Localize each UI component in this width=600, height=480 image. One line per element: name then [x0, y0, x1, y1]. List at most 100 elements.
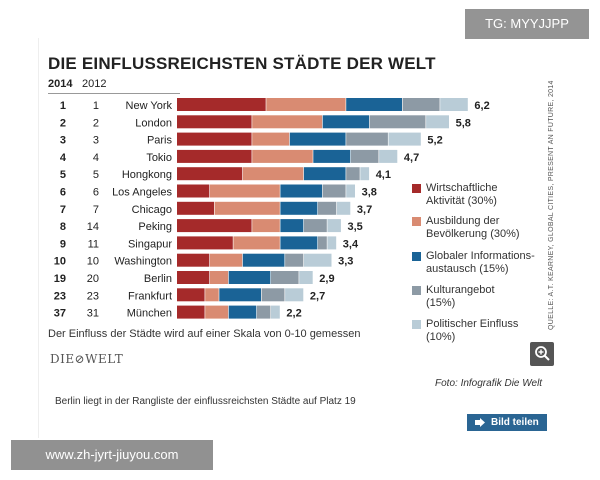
bar-segment [177, 184, 210, 198]
bar-segment [177, 115, 252, 129]
legend-swatch [412, 320, 421, 329]
bar-segment [440, 98, 468, 111]
rank-2014-label: 8 [60, 221, 66, 233]
city-label: Hongkong [122, 169, 172, 181]
share-button[interactable]: Bild teilen [467, 414, 547, 431]
bar-segment [233, 236, 280, 250]
bar-segment [209, 271, 229, 284]
bar-segment [242, 253, 285, 267]
zoom-in-icon [535, 346, 550, 361]
photo-credit: Foto: Infografik Die Welt [435, 378, 543, 389]
total-value-label: 4,7 [404, 152, 419, 164]
bar-segment [289, 132, 346, 146]
share-icon [475, 418, 485, 427]
total-value-label: 2,7 [310, 290, 325, 302]
bar-segment [346, 98, 402, 111]
city-label: München [127, 308, 172, 320]
header-divider [48, 93, 180, 94]
legend-label: austausch (15%) [426, 263, 509, 275]
bar-segment [285, 253, 304, 267]
rank-2014-label: 23 [54, 290, 66, 302]
bar-segment [228, 305, 257, 319]
bar-segment [266, 98, 346, 111]
rank-2012-label: 10 [87, 256, 99, 268]
city-label: Los Angeles [112, 187, 172, 199]
legend-label: Politischer Einfluss [426, 318, 519, 330]
bar-segment [280, 219, 304, 233]
rank-2014-label: 2 [60, 117, 66, 129]
bar-segment [280, 201, 318, 215]
rank-2014-label: 10 [54, 256, 66, 268]
legend-label: Kulturangebot [426, 284, 495, 296]
bar-segment [261, 288, 285, 302]
city-label: London [135, 117, 172, 129]
rank-2014-label: 1 [60, 100, 66, 112]
rank-2012-label: 3 [93, 135, 99, 147]
bar-segment [177, 149, 252, 163]
bar-segment [242, 167, 304, 181]
bar-segment [426, 115, 449, 129]
legend-label: Wirtschaftliche [426, 182, 498, 194]
bar-segment [252, 219, 280, 233]
bar-segment [350, 149, 379, 163]
bar-segment [177, 132, 252, 146]
rank-2012-label: 11 [88, 238, 99, 250]
city-label: Washington [114, 256, 172, 268]
total-value-label: 5,8 [456, 117, 471, 129]
rank-2014-label: 19 [54, 273, 66, 285]
bar-segment [271, 305, 280, 319]
total-value-label: 2,9 [319, 273, 334, 285]
rank-2014-label: 4 [60, 152, 67, 164]
bar-segment [322, 184, 346, 198]
city-label: Tokio [146, 152, 172, 164]
bar-segment [360, 167, 370, 181]
bar-segment [402, 98, 440, 111]
legend-label: Aktivität (30%) [426, 195, 497, 207]
legend-label: (10%) [426, 331, 456, 343]
rank-2012-label: 7 [93, 204, 99, 216]
total-value-label: 2,2 [286, 308, 301, 320]
bar-segment [280, 236, 318, 250]
total-value-label: 5,2 [427, 135, 442, 147]
legend-swatch [412, 217, 421, 226]
bar-segment [299, 271, 313, 284]
bar-segment [177, 253, 210, 267]
rank-2014-label: 6 [60, 187, 66, 199]
legend-label: Globaler Informations- [426, 250, 535, 262]
bar-segment [346, 167, 360, 181]
total-value-label: 3,8 [362, 187, 377, 199]
chart-title: DIE EINFLUSSREICHSTEN STÄDTE DER WELT [48, 54, 436, 73]
zoom-button[interactable] [530, 342, 554, 366]
legend-label: Bevölkerung (30%) [426, 228, 520, 240]
rank-2012-label: 14 [87, 221, 99, 233]
legend-label: Ausbildung der [426, 215, 500, 227]
city-label: Singapur [128, 238, 172, 250]
city-label: New York [126, 100, 173, 112]
bar-segment [219, 288, 261, 302]
bar-segment [271, 271, 299, 284]
bar-segment [228, 271, 271, 284]
city-label: Berlin [144, 273, 172, 285]
rank-2012-label: 5 [93, 169, 99, 181]
bar-segment [252, 132, 290, 146]
bar-segment [205, 288, 219, 302]
bar-segment [303, 167, 346, 181]
bar-segment [336, 201, 351, 215]
bar-segment [346, 184, 355, 198]
bar-segment [318, 236, 327, 250]
bar-segment [177, 219, 252, 233]
rank-2014-label: 5 [60, 169, 66, 181]
rank-2012-label: 2 [93, 117, 99, 129]
bar-segment [177, 201, 214, 215]
rank-2014-label: 3 [60, 135, 66, 147]
rank-2012-label: 20 [87, 273, 99, 285]
bar-segment [303, 253, 332, 267]
die-welt-logo: DIE⊘WELT [50, 352, 124, 366]
total-value-label: 6,2 [474, 100, 489, 112]
rank-2012-label: 6 [93, 187, 99, 199]
bar-segment [214, 201, 280, 215]
rank-2012-label: 23 [87, 290, 99, 302]
total-value-label: 3,7 [357, 204, 372, 216]
bar-segment [177, 236, 233, 250]
